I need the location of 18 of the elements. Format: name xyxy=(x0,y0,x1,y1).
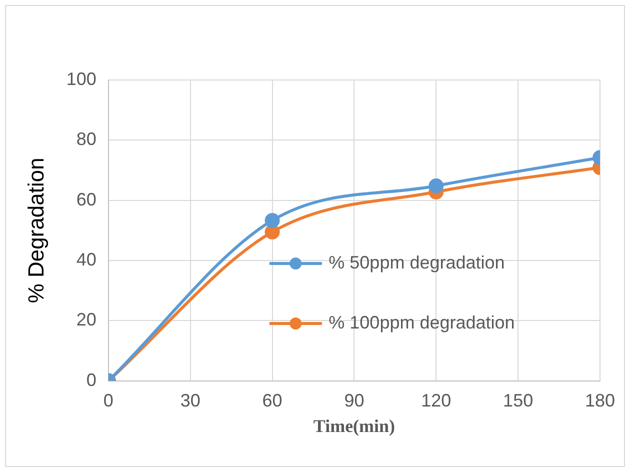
y-axis-title: % Degradation xyxy=(23,158,48,304)
x-tick-label: 60 xyxy=(262,390,282,411)
x-tick-label: 90 xyxy=(344,390,364,411)
y-tick-label: 20 xyxy=(76,310,96,330)
x-tick-label: 180 xyxy=(584,390,616,411)
legend-label: % 100ppm degradation xyxy=(328,312,515,332)
x-tick-label: 0 xyxy=(103,390,114,411)
y-tick-label: 80 xyxy=(76,129,96,150)
x-axis-title: Time(min) xyxy=(313,416,396,436)
legend-label: % 50ppm degradation xyxy=(328,252,505,272)
x-tick-label: 30 xyxy=(180,390,200,411)
y-tick-label: 40 xyxy=(76,249,96,270)
point xyxy=(264,224,280,240)
x-tick-label: 120 xyxy=(421,390,452,411)
y-tick-label: 0 xyxy=(86,370,96,390)
x-tick-label: 150 xyxy=(503,390,534,411)
y-tick-label: 100 xyxy=(66,68,96,89)
y-tick-label: 60 xyxy=(76,189,96,210)
